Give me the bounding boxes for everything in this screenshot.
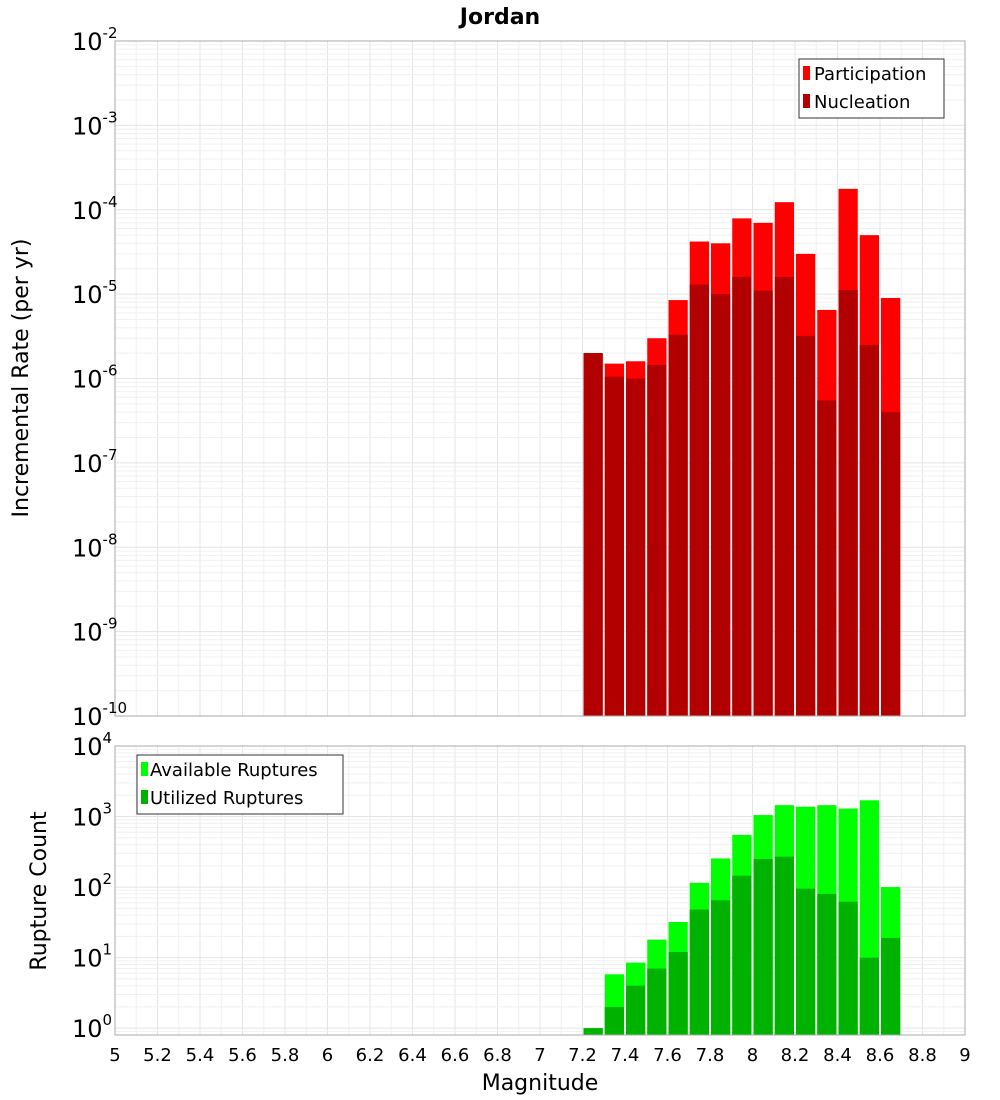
top-y-tick-label: 10-4 — [72, 193, 118, 225]
bar-utilized-ruptures — [774, 856, 794, 1035]
top-legend-box — [798, 58, 945, 119]
legend-label-nucleation: Nucleation — [814, 92, 910, 113]
bar-nucleation — [859, 344, 879, 716]
top-y-tick-label: 10-9 — [72, 615, 118, 647]
legend-swatch-utilized — [141, 790, 148, 804]
bottom-y-axis-title: Rupture Count — [27, 811, 52, 971]
bar-nucleation — [817, 400, 837, 716]
bottom-y-tick-label: 102 — [72, 870, 112, 902]
rupture-count-plot: 104 103 102 101 100 5 5.2 5.4 5.6 5.8 6 6.2 6.4 6.6 6… — [27, 729, 971, 1096]
top-legend: Participation Nucleation — [798, 58, 945, 119]
x-tick-label: 5.2 — [143, 1045, 172, 1066]
bottom-legend-box — [136, 754, 344, 815]
bar-nucleation — [753, 290, 773, 716]
bottom-plot-frame — [114, 745, 966, 1036]
bar-nucleation — [838, 289, 858, 716]
bar-utilized-ruptures — [626, 985, 646, 1035]
x-tick-label: 7 — [534, 1045, 545, 1066]
bar-nucleation — [668, 334, 688, 716]
bottom-legend: Available Ruptures Utilized Ruptures — [136, 754, 344, 815]
bar-utilized-ruptures — [838, 901, 858, 1035]
chart-title: Jordan — [458, 5, 540, 30]
bar-utilized-ruptures — [817, 893, 837, 1035]
top-y-tick-label: 10-6 — [72, 362, 118, 394]
top-y-tick-label: 10-2 — [72, 24, 118, 56]
bar-nucleation — [881, 412, 901, 716]
legend-label-participation: Participation — [814, 64, 926, 85]
legend-swatch-nucleation — [803, 94, 810, 108]
bar-utilized-ruptures — [583, 1028, 603, 1035]
incremental-rate-plot: 10-2 10-3 10-4 10-5 10-6 10-7 10-8 10-9 10-10 In… — [9, 24, 966, 731]
bottom-y-tick-label: 101 — [72, 941, 112, 973]
x-tick-label: 8 — [747, 1045, 758, 1066]
x-tick-label: 6.6 — [441, 1045, 470, 1066]
x-tick-label: 5.6 — [228, 1045, 257, 1066]
bar-nucleation — [647, 364, 667, 716]
bar-utilized-ruptures — [647, 968, 667, 1035]
top-y-axis-title: Incremental Rate (per yr) — [9, 239, 34, 518]
top-plot-frame — [114, 40, 966, 717]
x-tick-label: 6.8 — [483, 1045, 512, 1066]
bar-utilized-ruptures — [753, 859, 773, 1035]
x-tick-label: 6.4 — [398, 1045, 427, 1066]
bottom-y-tick-label: 103 — [72, 800, 112, 832]
x-tick-label: 8.8 — [908, 1045, 937, 1066]
x-tick-label: 6 — [322, 1045, 333, 1066]
bar-utilized-ruptures — [689, 909, 709, 1035]
x-tick-label: 8.4 — [823, 1045, 852, 1066]
bar-nucleation — [774, 276, 794, 716]
top-y-tick-label: 10-8 — [72, 530, 118, 562]
x-axis-title: Magnitude — [482, 1071, 599, 1096]
bar-nucleation — [711, 294, 731, 716]
bottom-y-tick-label: 100 — [72, 1011, 112, 1043]
x-tick-label: 5.8 — [271, 1045, 300, 1066]
x-tick-label: 9 — [959, 1045, 970, 1066]
top-y-tick-label: 10-7 — [72, 446, 118, 478]
x-tick-label: 7.4 — [611, 1045, 640, 1066]
bar-nucleation — [796, 335, 816, 716]
legend-label-utilized: Utilized Ruptures — [150, 788, 303, 809]
x-tick-label: 8.6 — [866, 1045, 895, 1066]
bar-utilized-ruptures — [796, 888, 816, 1035]
x-tick-label: 7.2 — [568, 1045, 597, 1066]
x-tick-label: 8.2 — [781, 1045, 810, 1066]
bar-nucleation — [626, 378, 646, 716]
legend-label-available: Available Ruptures — [150, 760, 318, 781]
x-tick-label: 5.4 — [186, 1045, 215, 1066]
bar-utilized-ruptures — [711, 900, 731, 1035]
bar-nucleation — [732, 276, 752, 716]
x-tick-label: 7.6 — [653, 1045, 682, 1066]
x-tick-label: 6.2 — [356, 1045, 385, 1066]
bar-utilized-ruptures — [732, 875, 752, 1035]
bar-nucleation — [689, 284, 709, 716]
bar-utilized-ruptures — [859, 957, 879, 1035]
legend-swatch-participation — [803, 66, 810, 80]
bar-nucleation — [583, 353, 603, 716]
bar-utilized-ruptures — [668, 952, 688, 1035]
bar-utilized-ruptures — [881, 937, 901, 1035]
top-y-tick-label: 10-3 — [72, 108, 118, 140]
bottom-y-tick-label: 104 — [72, 729, 112, 761]
legend-swatch-available — [141, 762, 148, 776]
bar-utilized-ruptures — [604, 1006, 624, 1035]
x-tick-label: 7.8 — [696, 1045, 725, 1066]
top-y-tick-label: 10-10 — [72, 699, 127, 731]
bar-nucleation — [604, 376, 624, 716]
x-tick-label: 5 — [109, 1045, 120, 1066]
top-y-tick-label: 10-5 — [72, 277, 118, 309]
